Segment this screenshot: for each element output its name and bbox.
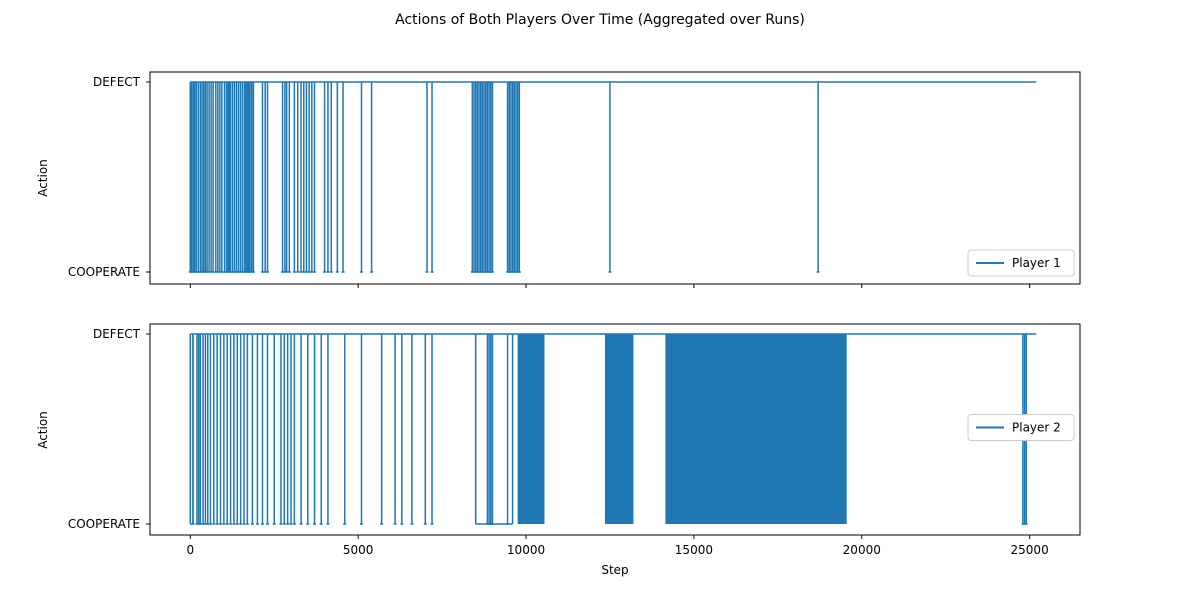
subplot-player-1: COOPERATE DEFECT Action Player 1 (36, 71, 1081, 288)
series-dense-block (665, 334, 847, 524)
x-tick-label: 5000 (343, 543, 374, 557)
legend: Player 2 (967, 414, 1075, 441)
y-tick-label: DEFECT (93, 75, 141, 89)
chart-title: Actions of Both Players Over Time (Aggre… (395, 12, 805, 28)
x-tick-label: 20000 (843, 543, 881, 557)
legend-box (967, 414, 1075, 441)
x-ticks (189, 284, 1031, 288)
x-axis-label: Step (601, 563, 628, 577)
y-ticks: COOPERATE DEFECT (68, 327, 150, 531)
legend-label: Player 2 (1012, 421, 1061, 435)
series-dense-block (604, 334, 634, 524)
series-player-2 (189, 333, 1037, 525)
x-tick-label: 0 (186, 543, 194, 557)
y-tick-label: DEFECT (93, 327, 141, 341)
subplot-player-2: COOPERATE DEFECT 0 5000 10000 15000 20000 2500… (36, 323, 1081, 557)
y-tick-label: COOPERATE (68, 517, 140, 531)
x-tick-label: 25000 (1011, 543, 1049, 557)
y-tick-label: COOPERATE (68, 265, 140, 279)
y-axis-label: Action (36, 411, 50, 449)
legend-box (967, 249, 1075, 277)
series-dense-block (517, 334, 545, 524)
legend: Player 1 (967, 249, 1075, 277)
legend-label: Player 1 (1012, 256, 1061, 270)
axes-frame (149, 323, 1081, 536)
series-player-1 (188, 81, 1037, 273)
y-axis-label: Action (36, 159, 50, 197)
x-tick-label: 10000 (507, 543, 545, 557)
y-ticks: COOPERATE DEFECT (68, 75, 150, 279)
x-tick-label: 15000 (675, 543, 713, 557)
x-ticks: 0 5000 10000 15000 20000 25000 (186, 535, 1049, 557)
axes-frame (149, 71, 1081, 285)
